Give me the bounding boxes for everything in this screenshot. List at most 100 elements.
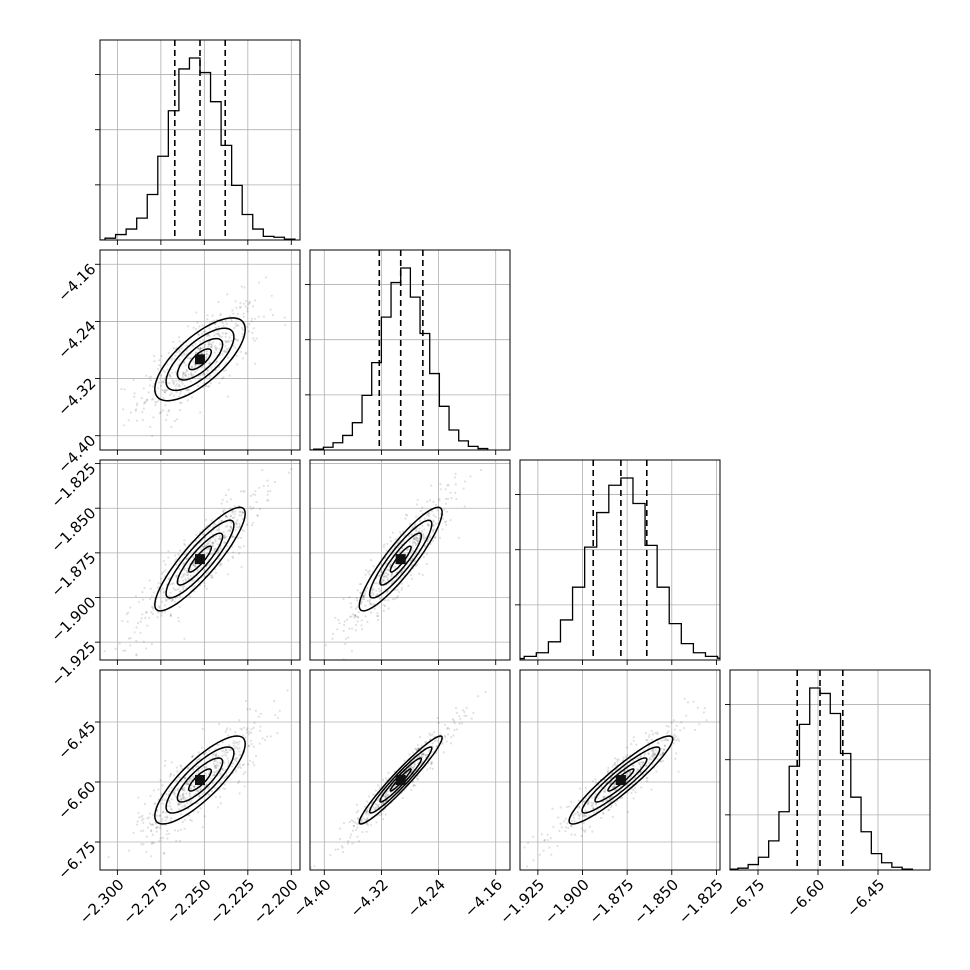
sample-point bbox=[403, 759, 406, 762]
sample-point bbox=[182, 588, 185, 591]
sample-point bbox=[178, 549, 181, 552]
sample-point bbox=[357, 611, 360, 614]
sample-point bbox=[203, 373, 206, 376]
sample-point bbox=[238, 750, 241, 753]
x-tick-label-0-3: −2.225 bbox=[206, 876, 258, 928]
sample-point bbox=[142, 407, 145, 410]
sample-point bbox=[151, 823, 154, 826]
sample-point bbox=[439, 488, 442, 491]
sample-point bbox=[178, 340, 181, 343]
sample-point bbox=[680, 721, 683, 724]
contour-3-2-1 bbox=[581, 746, 661, 814]
sample-point bbox=[150, 842, 153, 845]
sample-point bbox=[152, 397, 155, 400]
sample-point bbox=[396, 588, 399, 592]
panel-frame bbox=[309, 459, 511, 661]
sample-point bbox=[365, 569, 368, 572]
sample-point bbox=[250, 524, 254, 527]
sample-point bbox=[594, 778, 597, 781]
contour-1-0-2 bbox=[176, 337, 224, 381]
panel-3-1: −4.40 −4.32 −4.24 −4.16 bbox=[289, 669, 511, 921]
sample-point bbox=[377, 805, 380, 808]
sample-point bbox=[382, 604, 385, 607]
sample-point bbox=[188, 791, 191, 795]
sample-point bbox=[178, 401, 182, 404]
sample-point bbox=[239, 536, 242, 539]
sample-point bbox=[414, 536, 417, 539]
sample-point bbox=[527, 841, 530, 845]
sample-point bbox=[237, 324, 240, 327]
sample-point bbox=[552, 825, 555, 829]
sample-point bbox=[660, 747, 663, 750]
sample-point bbox=[372, 593, 375, 596]
sample-point bbox=[617, 758, 620, 761]
sample-point bbox=[532, 835, 535, 838]
sample-point bbox=[169, 393, 172, 396]
sample-point bbox=[211, 576, 214, 579]
sample-point bbox=[602, 811, 605, 815]
sample-point bbox=[595, 802, 598, 805]
sample-point bbox=[594, 792, 597, 796]
sample-point bbox=[178, 336, 181, 339]
sample-point bbox=[428, 732, 431, 735]
sample-point bbox=[374, 803, 377, 806]
sample-point bbox=[420, 753, 423, 757]
sample-point bbox=[189, 568, 193, 571]
sample-point bbox=[449, 491, 452, 494]
sample-point bbox=[439, 512, 442, 516]
sample-point bbox=[703, 707, 706, 710]
sample-point bbox=[606, 769, 610, 772]
sample-point bbox=[163, 852, 166, 855]
sample-point bbox=[590, 804, 593, 807]
sample-point bbox=[579, 813, 582, 816]
sample-point bbox=[548, 846, 551, 849]
sample-point bbox=[458, 722, 461, 725]
sample-point bbox=[214, 369, 217, 372]
sample-point bbox=[229, 514, 232, 517]
sample-point bbox=[261, 468, 264, 472]
sample-point bbox=[245, 352, 248, 355]
sample-point bbox=[202, 330, 205, 333]
sample-point bbox=[673, 738, 676, 741]
sample-point bbox=[417, 746, 420, 750]
sample-point bbox=[627, 810, 630, 813]
sample-point bbox=[220, 563, 223, 566]
sample-point bbox=[229, 529, 232, 532]
sample-point bbox=[242, 773, 245, 776]
sample-point bbox=[361, 597, 364, 601]
sample-point bbox=[253, 339, 256, 342]
sample-point bbox=[190, 819, 193, 822]
panel-frame bbox=[99, 459, 301, 661]
sample-point bbox=[192, 754, 195, 757]
sample-point bbox=[195, 534, 198, 537]
sample-point bbox=[223, 508, 226, 511]
contour-2-1-0 bbox=[358, 506, 443, 612]
sample-point bbox=[225, 322, 228, 326]
sample-point bbox=[564, 830, 567, 833]
sample-point bbox=[359, 592, 363, 595]
sample-point bbox=[150, 855, 153, 858]
sample-point bbox=[219, 562, 222, 565]
sample-point bbox=[149, 379, 152, 382]
sample-point bbox=[175, 418, 179, 421]
sample-point bbox=[203, 791, 206, 794]
sample-point bbox=[252, 521, 255, 524]
sample-point bbox=[389, 575, 393, 578]
sample-point bbox=[218, 537, 221, 540]
sample-point bbox=[199, 347, 202, 350]
sample-point bbox=[158, 839, 161, 843]
sample-point bbox=[185, 368, 188, 371]
sample-point bbox=[181, 821, 184, 824]
sample-point bbox=[182, 371, 185, 374]
sample-point bbox=[142, 821, 145, 825]
sample-point bbox=[142, 598, 145, 601]
sample-point bbox=[411, 526, 415, 529]
sample-point bbox=[218, 382, 221, 385]
sample-point bbox=[240, 514, 243, 517]
sample-point bbox=[241, 328, 244, 331]
sample-point bbox=[354, 614, 357, 617]
sample-point bbox=[621, 796, 624, 799]
sample-point bbox=[423, 528, 426, 531]
sample-point bbox=[210, 777, 213, 780]
panel-frame bbox=[99, 669, 301, 871]
